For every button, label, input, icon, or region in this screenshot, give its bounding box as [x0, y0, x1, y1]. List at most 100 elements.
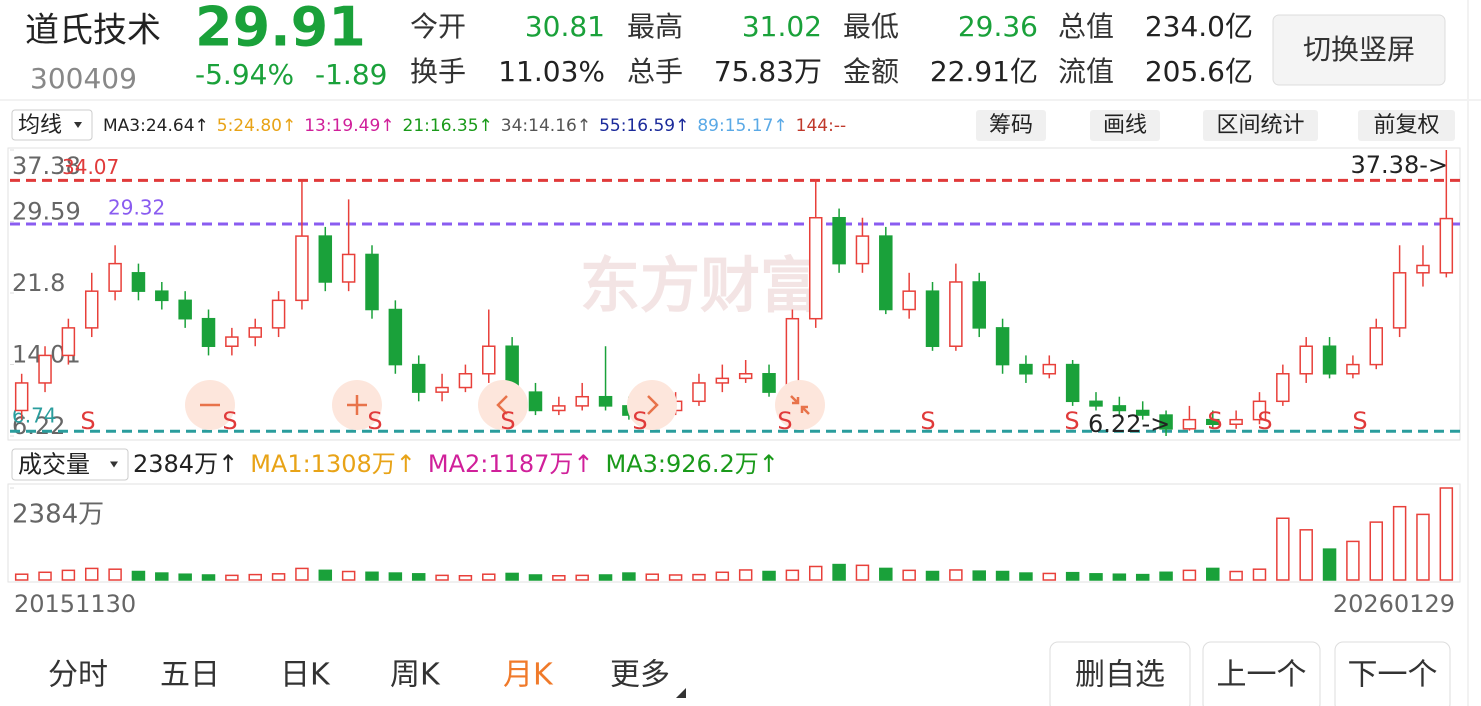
stat-value: 30.81	[525, 10, 605, 43]
volume-bar	[38, 571, 52, 581]
volume-bar	[131, 570, 146, 581]
volume-bar	[108, 568, 122, 581]
candle-body	[925, 290, 940, 347]
candle-body	[1322, 345, 1337, 375]
candle-body	[855, 235, 870, 265]
candle-body	[1416, 264, 1430, 274]
candle-body	[972, 281, 986, 329]
volume-bar	[832, 563, 846, 581]
candle-body	[808, 216, 823, 320]
nav-button[interactable]	[1334, 641, 1451, 706]
volume-bar	[692, 573, 706, 581]
volume-bar	[995, 570, 1010, 581]
y-tick-label: 29.59	[12, 198, 81, 226]
stat-label: 流值	[1058, 55, 1114, 88]
y-tick-label: 6.22	[12, 412, 65, 440]
stat-value: 75.83万	[714, 55, 822, 88]
volume-bar	[505, 572, 519, 581]
volume-bar	[738, 569, 753, 581]
dropdown-arrow	[74, 122, 82, 128]
tool-button[interactable]	[1090, 110, 1160, 141]
volume-bar	[762, 570, 776, 581]
nav-tab[interactable]: 月K	[503, 658, 554, 693]
y-tick-label: 37.38	[12, 152, 81, 180]
candle-body	[411, 363, 426, 393]
volume-bar	[902, 569, 916, 581]
candle-body	[1276, 373, 1290, 403]
candle-body	[902, 290, 916, 311]
volume-bar	[14, 573, 29, 581]
nav-button-label: 上一个	[1217, 658, 1307, 693]
candle-body	[879, 235, 893, 311]
candle-body	[575, 395, 589, 407]
volume-bar	[1299, 529, 1313, 581]
volume-legend: 2384万↑	[133, 450, 238, 478]
dropdown[interactable]	[11, 448, 129, 481]
volume-bar	[61, 569, 76, 581]
reference-label: 29.32	[108, 195, 165, 219]
tool-icon[interactable]	[775, 380, 825, 430]
stat-value: 29.36	[958, 10, 1038, 43]
stat-label: 总值	[1058, 10, 1114, 43]
signal: S	[1352, 407, 1367, 435]
watermark: 东方财富	[580, 252, 820, 322]
signal: S	[80, 407, 95, 435]
candle-body	[1112, 405, 1127, 412]
volume-bar	[715, 571, 730, 581]
nav-tab[interactable]: 五日	[160, 658, 220, 693]
volume-bar	[1322, 548, 1337, 581]
tool-icon[interactable]	[627, 380, 677, 430]
x-label: 20151130	[14, 590, 136, 618]
candle-body	[248, 327, 262, 338]
volume-bar	[1065, 571, 1080, 581]
candle-body	[318, 235, 333, 283]
tool-button[interactable]	[976, 110, 1046, 141]
y-tick-label: 21.8	[12, 269, 65, 297]
candle-body	[482, 345, 496, 375]
stat-label: 换手	[410, 55, 466, 88]
tool-icon[interactable]	[478, 380, 528, 430]
nav-tab[interactable]: 分时	[48, 658, 108, 693]
volume-bar	[271, 573, 286, 581]
nav-button[interactable]	[1202, 641, 1321, 706]
nav-button-label: 下一个	[1348, 658, 1438, 693]
signal: S	[777, 407, 792, 435]
volume-bar	[1182, 569, 1197, 581]
tool-button[interactable]	[1203, 110, 1318, 141]
candle-body	[84, 290, 99, 329]
volume-bar	[575, 574, 589, 581]
volume-bar	[365, 571, 379, 581]
ma-legend: 55:16.59↑	[599, 116, 689, 136]
volume-bar	[1042, 572, 1057, 581]
candle-body	[1019, 363, 1033, 375]
volume-bar	[248, 573, 262, 581]
stock-code: 300409	[30, 62, 137, 95]
volume-bar	[1276, 517, 1290, 581]
volume-bar	[949, 569, 963, 581]
candle-body	[341, 253, 356, 283]
nav-button[interactable]	[1049, 641, 1191, 706]
stat-label: 金额	[843, 55, 899, 88]
nav-tab[interactable]: 周K	[390, 658, 441, 693]
candle-body	[1206, 418, 1220, 426]
dropdown[interactable]	[11, 109, 93, 141]
candle-body	[458, 373, 473, 389]
volume-bar	[1416, 513, 1430, 581]
stat-value: 205.6亿	[1145, 55, 1253, 88]
volume-bar	[598, 574, 613, 581]
stat-label: 最高	[627, 10, 683, 43]
x-label: 20260129	[1333, 590, 1455, 618]
button[interactable]	[1272, 14, 1446, 86]
candle-body	[61, 327, 76, 357]
nav-tab[interactable]: 日K	[280, 658, 331, 693]
candle-body	[201, 317, 216, 347]
nav-tab[interactable]: 更多	[610, 658, 670, 693]
stat-value: 11.03%	[498, 55, 605, 88]
candle-body	[762, 373, 776, 393]
volume-bar	[1439, 487, 1454, 581]
candle-body	[295, 235, 309, 302]
tool-button[interactable]	[1358, 110, 1455, 141]
signal: S	[500, 407, 515, 435]
